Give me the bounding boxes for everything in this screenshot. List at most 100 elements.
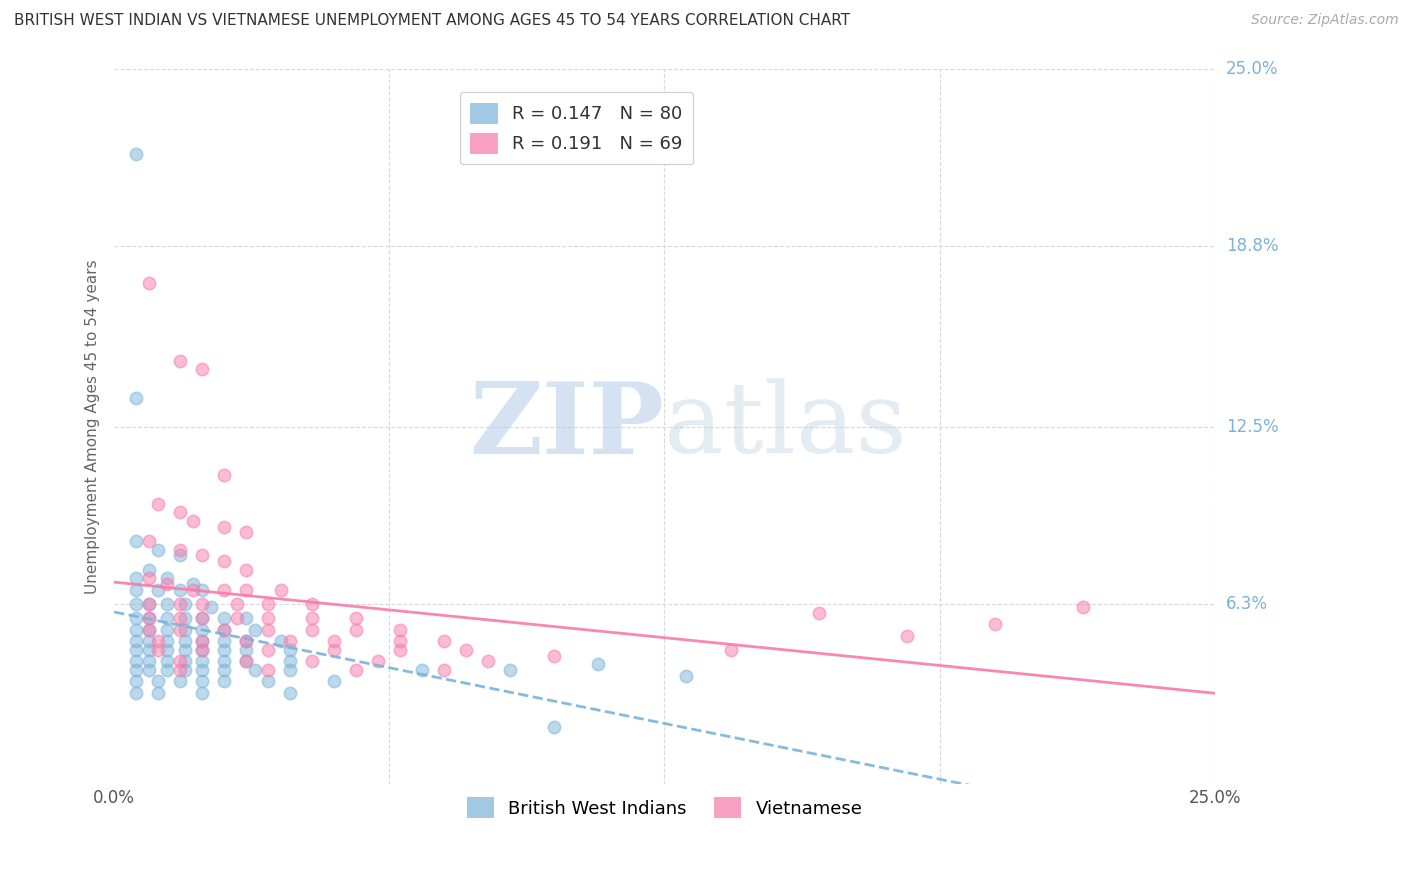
Point — [344, 611, 367, 625]
Point — [243, 623, 266, 637]
Point — [138, 534, 160, 549]
Point — [156, 571, 179, 585]
Point — [191, 643, 214, 657]
Text: atlas: atlas — [665, 378, 907, 475]
Point — [389, 623, 412, 637]
Point — [323, 674, 346, 689]
Point — [138, 634, 160, 648]
Point — [257, 663, 280, 677]
Legend: British West Indians, Vietnamese: British West Indians, Vietnamese — [460, 790, 869, 825]
Point — [125, 634, 148, 648]
Point — [278, 663, 301, 677]
Point — [148, 634, 170, 648]
Point — [278, 634, 301, 648]
Point — [301, 623, 323, 637]
Text: 25.0%: 25.0% — [1226, 60, 1278, 78]
Point — [270, 582, 292, 597]
Point — [148, 643, 170, 657]
Point — [212, 674, 235, 689]
Text: ZIP: ZIP — [470, 378, 665, 475]
Point — [389, 643, 412, 657]
Point — [169, 663, 191, 677]
Point — [169, 549, 191, 563]
Point — [125, 686, 148, 700]
Point — [257, 643, 280, 657]
Point — [173, 654, 195, 668]
Point — [191, 643, 214, 657]
Point — [173, 663, 195, 677]
Point — [191, 362, 214, 376]
Point — [125, 654, 148, 668]
Point — [191, 623, 214, 637]
Point — [148, 674, 170, 689]
Point — [191, 597, 214, 611]
Point — [226, 611, 249, 625]
Point — [156, 611, 179, 625]
Point — [411, 663, 433, 677]
Point — [138, 623, 160, 637]
Point — [301, 654, 323, 668]
Point — [212, 611, 235, 625]
Point — [169, 654, 191, 668]
Point — [235, 634, 257, 648]
Point — [173, 623, 195, 637]
Point — [156, 663, 179, 677]
Point — [169, 611, 191, 625]
Point — [212, 643, 235, 657]
Point — [212, 468, 235, 483]
Point — [235, 525, 257, 540]
Point — [183, 577, 205, 591]
Point — [138, 597, 160, 611]
Point — [983, 617, 1005, 632]
Point — [191, 686, 214, 700]
Point — [138, 663, 160, 677]
Point — [191, 634, 214, 648]
Text: 18.8%: 18.8% — [1226, 237, 1278, 255]
Point — [156, 634, 179, 648]
Point — [543, 720, 565, 734]
Point — [257, 674, 280, 689]
Point — [138, 277, 160, 291]
Point — [235, 643, 257, 657]
Point — [191, 582, 214, 597]
Point — [212, 623, 235, 637]
Point — [588, 657, 610, 672]
Point — [138, 597, 160, 611]
Point — [191, 634, 214, 648]
Point — [125, 147, 148, 161]
Point — [212, 663, 235, 677]
Text: 12.5%: 12.5% — [1226, 417, 1278, 435]
Point — [191, 611, 214, 625]
Point — [896, 628, 918, 642]
Point — [191, 654, 214, 668]
Point — [156, 577, 179, 591]
Point — [138, 623, 160, 637]
Point — [235, 563, 257, 577]
Point — [212, 634, 235, 648]
Point — [169, 505, 191, 519]
Point — [173, 643, 195, 657]
Point — [125, 674, 148, 689]
Point — [148, 582, 170, 597]
Point — [156, 597, 179, 611]
Point — [125, 571, 148, 585]
Text: BRITISH WEST INDIAN VS VIETNAMESE UNEMPLOYMENT AMONG AGES 45 TO 54 YEARS CORRELA: BRITISH WEST INDIAN VS VIETNAMESE UNEMPL… — [14, 13, 851, 29]
Point — [323, 643, 346, 657]
Point — [138, 611, 160, 625]
Point — [344, 663, 367, 677]
Point — [125, 611, 148, 625]
Point — [169, 674, 191, 689]
Point — [278, 654, 301, 668]
Point — [183, 514, 205, 528]
Point — [148, 497, 170, 511]
Point — [257, 611, 280, 625]
Point — [235, 654, 257, 668]
Point — [191, 663, 214, 677]
Point — [212, 554, 235, 568]
Text: Source: ZipAtlas.com: Source: ZipAtlas.com — [1251, 13, 1399, 28]
Point — [169, 623, 191, 637]
Point — [433, 663, 456, 677]
Point — [301, 611, 323, 625]
Point — [226, 597, 249, 611]
Point — [301, 597, 323, 611]
